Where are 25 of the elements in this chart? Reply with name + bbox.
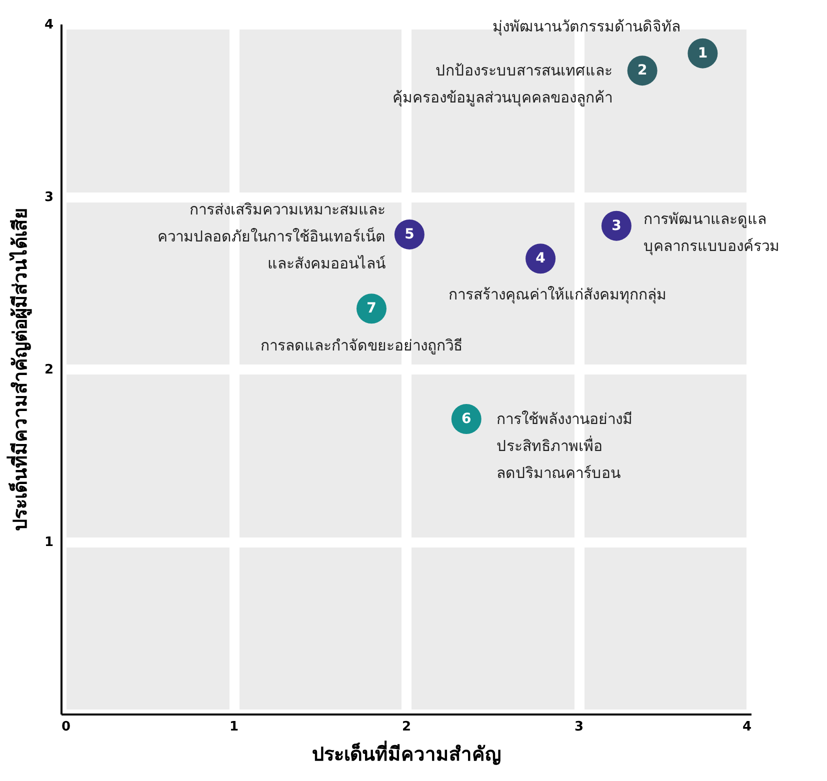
annotation: การส่งเสริมความเหมาะสมและ ความปลอดภัยในการใช้อินเทอร์เน็ต และสังคมออนไลน์ (157, 200, 386, 272)
x-tick-label: 0 (62, 720, 71, 734)
y-tick-label: 1 (44, 535, 54, 550)
annotation: 4 (536, 250, 546, 267)
annotation: 7 (366, 300, 376, 317)
x-tick-label: 3 (574, 720, 584, 734)
annotation: การใช้พลังงานอย่างมี ประสิทธิภาพเพื่อ ลดปริมาณคาร์บอน (496, 410, 632, 482)
annotation: 3 (612, 218, 622, 234)
annotation: การลดและกำจัดขยะอย่างถูกวิธี (260, 336, 462, 355)
annotation: การสร้างคุณค่าให้แก่สังคมทุกกลุ่ม (448, 286, 667, 305)
x-tick-label: 1 (229, 720, 239, 734)
annotation: 6 (462, 411, 472, 428)
y-tick-label: 3 (44, 190, 54, 205)
y-tick-label: 2 (44, 362, 54, 378)
annotation: การพัฒนาและดูแล บุคลากรแบบองค์รวม (643, 210, 780, 256)
x-tick-label: 4 (742, 720, 752, 734)
annotation: ปกป้องระบบสารสนเทศและ คุ้มครองข้อมูลส่วนบุคคลของลูกค้า (392, 62, 612, 108)
annotation: 1 (698, 45, 708, 62)
x-tick-label: 2 (402, 720, 412, 734)
annotation: 5 (404, 226, 414, 242)
y-tick-label: 4 (44, 18, 54, 32)
x-axis-title: ประเด็นที่มีความสำคัญ (312, 740, 501, 766)
annotation: มุ่งพัฒนานวัตกรรมด้านดิจิทัล (492, 17, 681, 36)
y-axis-title: ประเด็นที่มีความสำคัญต่อผู้มีส่วนได้เสีย (6, 208, 32, 531)
annotation: 2 (637, 62, 648, 79)
